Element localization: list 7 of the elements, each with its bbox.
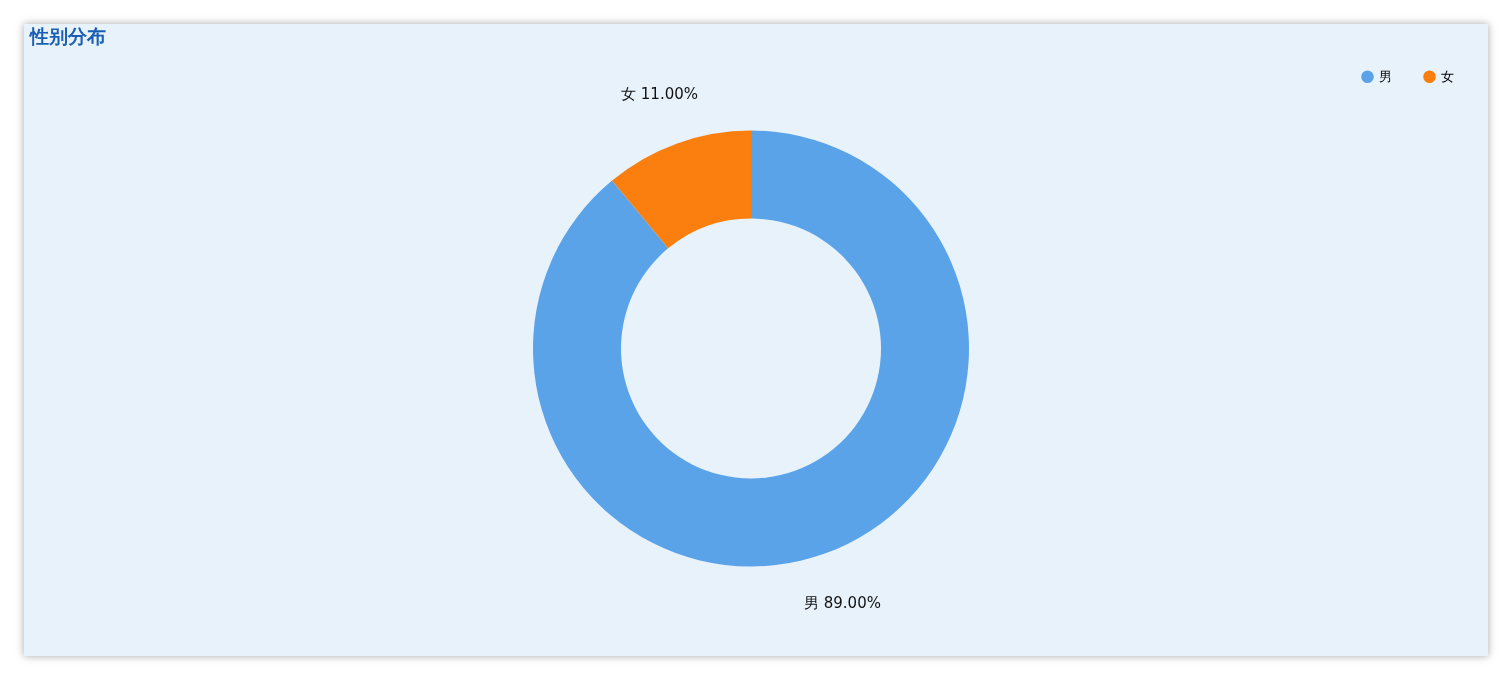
category-label: 女 11.00% — [621, 85, 699, 104]
legend-label: 男 — [1379, 68, 1392, 84]
category-label: 男 89.00% — [803, 593, 881, 612]
donut-slice — [533, 130, 969, 567]
text: 性别分布 — [29, 25, 106, 47]
donut-slice — [612, 130, 751, 249]
legend-label: 女 — [1441, 68, 1454, 84]
